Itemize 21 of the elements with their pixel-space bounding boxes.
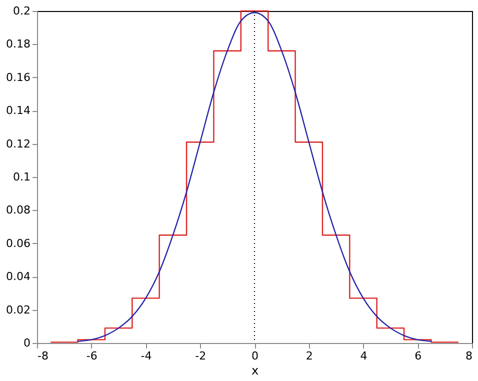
x-tick-label: 2 [306,350,313,362]
x-tick-label: 0 [252,350,258,362]
y-tick-label: 0.12 [6,137,30,150]
x-tick-label: 8 [466,350,472,362]
y-tick-label: 0.16 [6,70,30,84]
y-tick-label: 0.2 [13,4,30,18]
x-tick-label: -6 [86,350,98,362]
x-tick-label: -8 [38,350,48,362]
y-tick-label: 0.02 [6,303,30,316]
y-tick-label: 0.04 [6,270,30,284]
x-tick-label: -2 [195,350,206,362]
y-tick-label: 0.06 [6,236,30,250]
y-tick-label: 0.14 [6,104,30,118]
x-tick-label: 6 [414,350,422,362]
y-tick-label: 0.1 [13,170,30,184]
y-tick-label: 0.18 [6,38,30,51]
x-tick-label: -4 [140,350,152,362]
x-axis-title: x [251,364,259,378]
y-tick-label: 0.08 [6,204,30,217]
y-tick-label: 0 [24,336,30,350]
x-tick-label: 4 [360,350,368,362]
